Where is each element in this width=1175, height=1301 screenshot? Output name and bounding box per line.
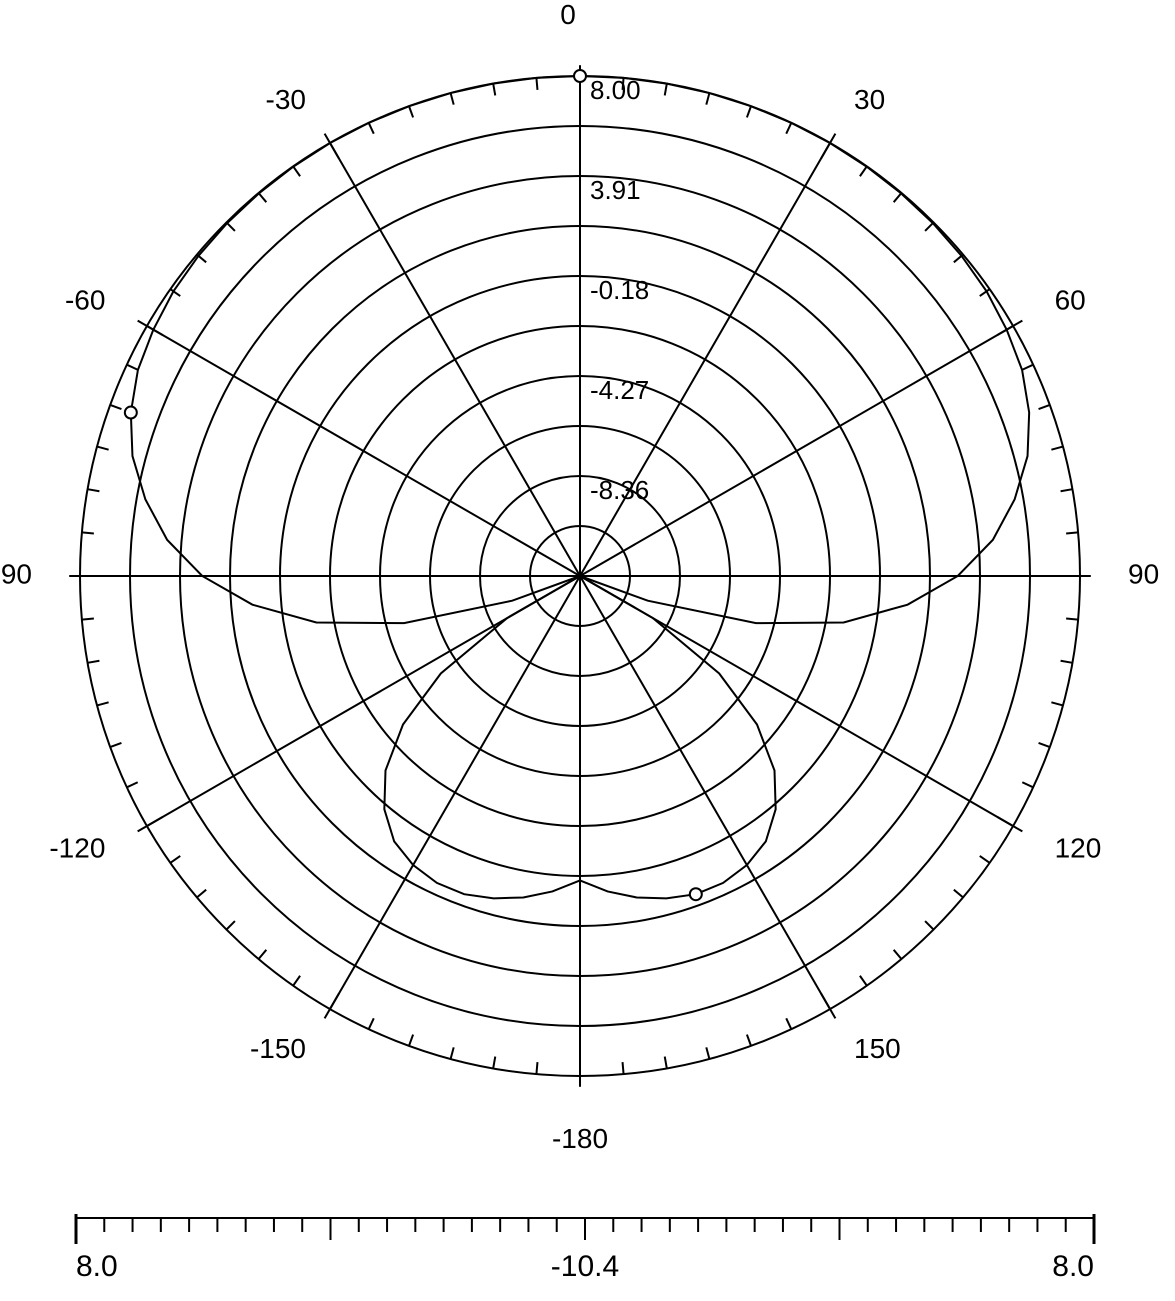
angle-label: -60 [65,284,105,315]
pattern-marker [574,70,586,82]
angle-label: -90 [0,558,32,589]
radial-label: 3.91 [590,175,641,205]
angle-label: -120 [49,832,105,863]
angle-label: 90 [1128,558,1159,589]
angle-label: 150 [854,1033,901,1064]
polar-chart-svg: 0306090120150-180-150-120-90-60-308.003.… [0,0,1175,1296]
radial-label: -0.18 [590,275,649,305]
polar-chart-container: 0306090120150-180-150-120-90-60-308.003.… [0,0,1175,1301]
radial-label: -8.36 [590,475,649,505]
bottom-scale-center-label: -10.4 [551,1250,619,1283]
pattern-marker [690,888,702,900]
pattern-marker [125,407,137,419]
angle-label: 0 [560,0,576,30]
angle-label: 30 [854,84,885,115]
angle-label: -180 [552,1123,608,1154]
radial-label: -4.27 [590,375,649,405]
angle-label: 60 [1055,284,1086,315]
angle-label: 120 [1055,832,1102,863]
angle-label: -150 [250,1033,306,1064]
angle-label: -30 [266,84,306,115]
bottom-scale-left-label: 8.0 [76,1250,118,1283]
bottom-scale-right-label: 8.0 [1052,1250,1094,1283]
